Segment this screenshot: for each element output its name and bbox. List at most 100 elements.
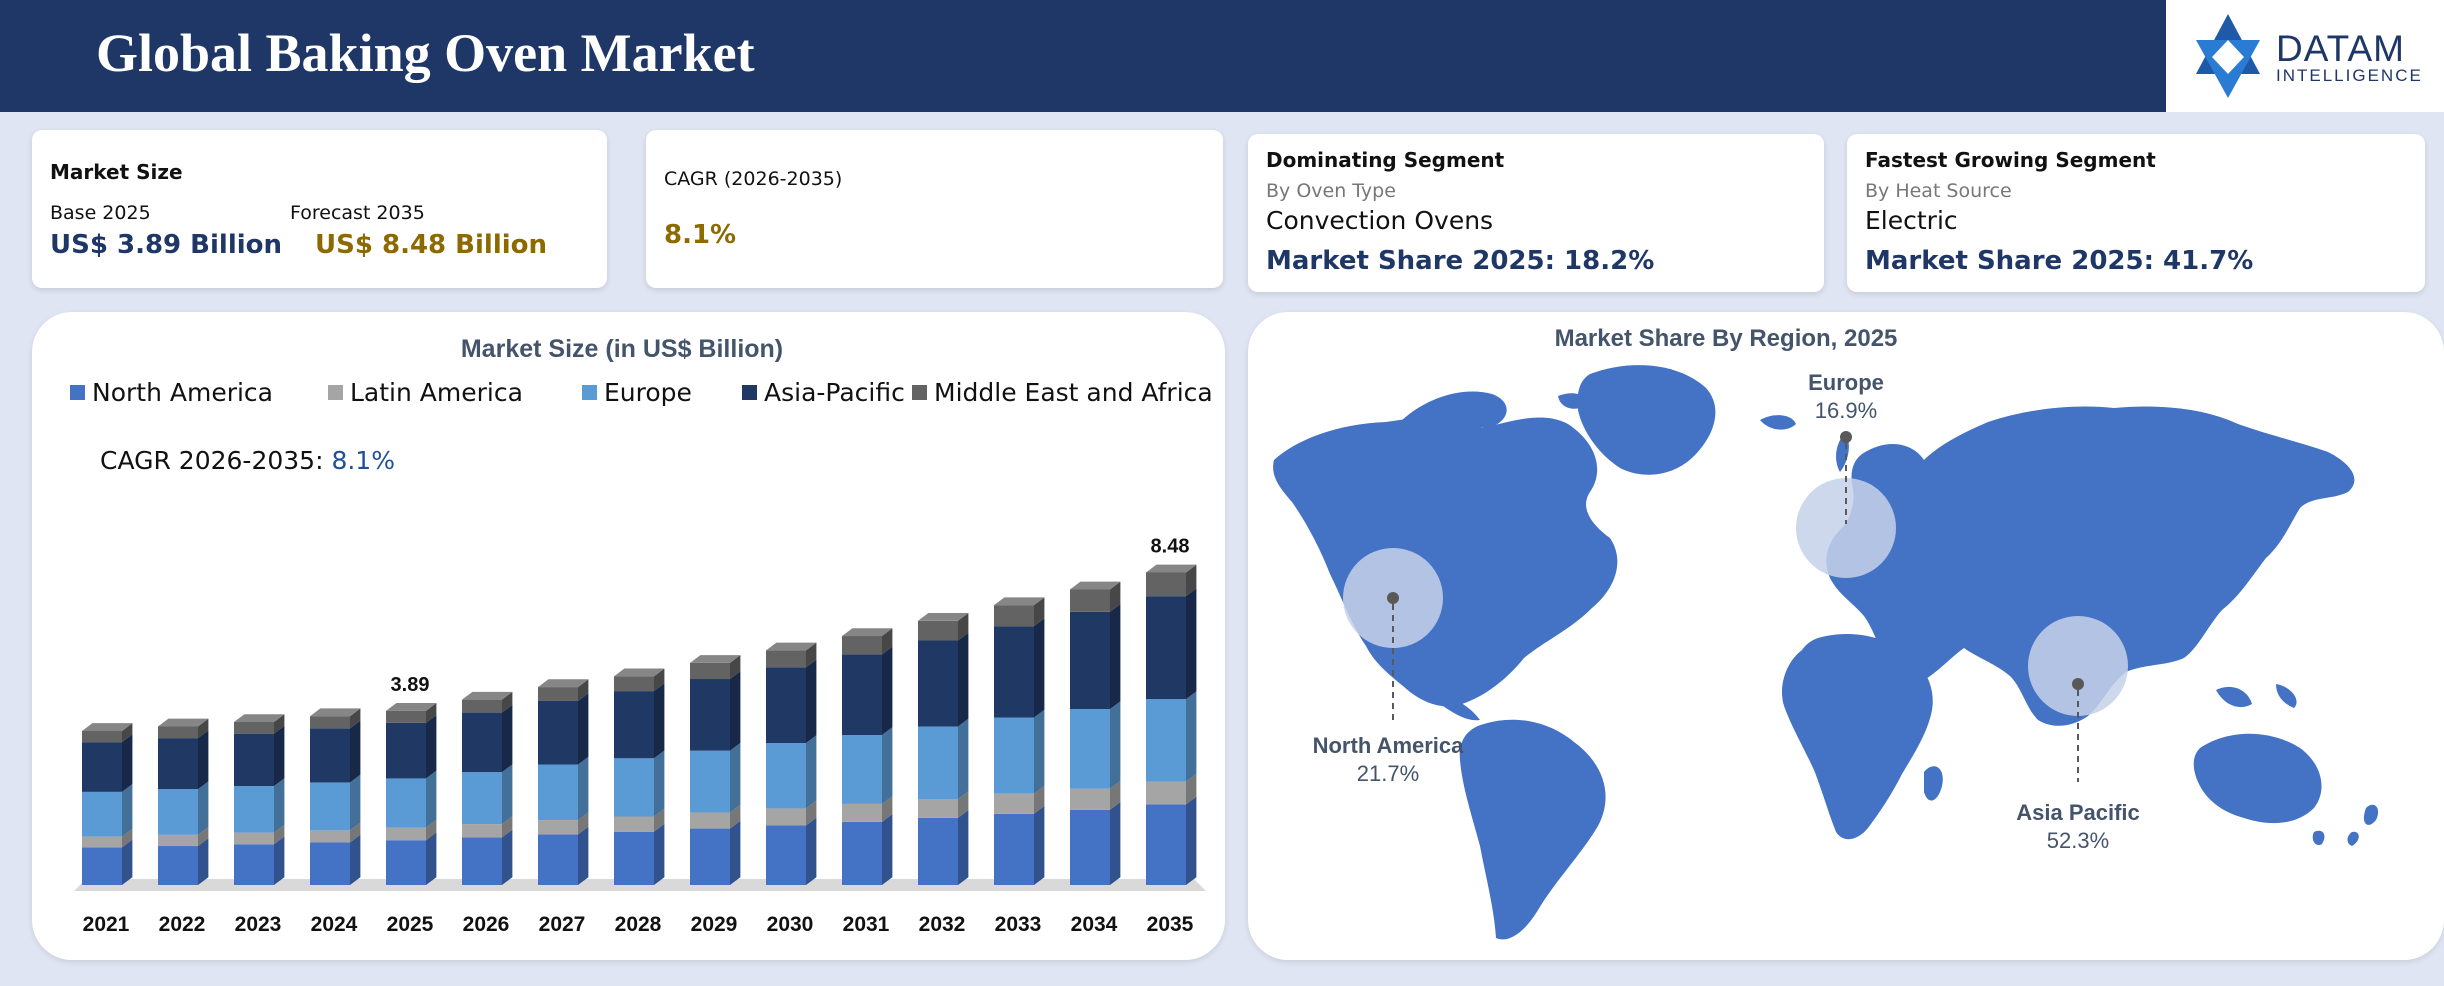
x-tick-label: 2021 — [83, 913, 130, 936]
fastest-label: Fastest Growing Segment — [1865, 148, 2156, 172]
bar-segment-side — [122, 723, 133, 743]
bar-segment — [994, 626, 1034, 718]
legend-item: Middle East and Africa — [912, 378, 1213, 407]
x-tick-label: 2025 — [387, 913, 434, 936]
bar-total-label: 3.89 — [391, 674, 430, 696]
bar-segment — [538, 687, 578, 701]
bar-top — [918, 613, 969, 621]
bar-top — [842, 628, 893, 637]
bar-segment-side — [730, 820, 741, 885]
bar-top — [310, 708, 361, 717]
bar-segment-side — [350, 834, 361, 885]
bar-segment — [690, 828, 730, 885]
bar-segment — [842, 821, 882, 885]
legend-item: North America — [70, 378, 273, 407]
asia-pacific-value: 52.3% — [2047, 828, 2109, 853]
bar-segment-side — [502, 816, 513, 838]
bar-segment — [158, 834, 198, 847]
bar-top — [614, 668, 665, 677]
base-value: US$ 3.89 Billion — [50, 230, 283, 260]
bar-segment-side — [274, 836, 285, 885]
bar-segment — [310, 716, 350, 729]
bar-stack-2032 — [918, 613, 969, 885]
bar-segment-side — [502, 829, 513, 885]
bar-segment — [690, 750, 730, 813]
bar-segment-side — [730, 742, 741, 813]
north-america-label: North America — [1313, 733, 1465, 758]
bar-segment-side — [730, 655, 741, 680]
logo: DATAM INTELLIGENCE — [2166, 0, 2444, 112]
x-tick-label: 2022 — [159, 913, 206, 936]
bar-segment-side — [350, 708, 361, 729]
legend-item: Latin America — [328, 378, 523, 407]
bar-segment — [462, 772, 502, 825]
bar-segment-side — [274, 824, 285, 845]
bar-segment — [158, 726, 198, 739]
x-tick-label: 2035 — [1147, 913, 1194, 936]
x-axis-labels: 2021 2022 2023 2024 2025 2026 2027 2028 2029 2030… — [83, 913, 1194, 936]
bar-segment — [310, 842, 350, 885]
x-tick-label: 2028 — [615, 913, 662, 936]
bar-segment-side — [122, 839, 133, 885]
bar-segment — [766, 808, 806, 826]
bar-segment-side — [578, 826, 589, 885]
bar-segment — [462, 837, 502, 885]
bar-segment-side — [198, 718, 209, 739]
bar-segment-side — [1186, 588, 1197, 700]
bar-segment-side — [198, 827, 209, 847]
legend-label: Europe — [604, 378, 692, 407]
bar-segment — [234, 722, 274, 734]
bar-segment-side — [426, 770, 437, 828]
bar-segment — [1146, 572, 1186, 597]
chart-title: Market Size (in US$ Billion) — [461, 335, 783, 363]
fastest-growing-card: Fastest Growing Segment By Heat Source E… — [1847, 134, 2425, 292]
bar-segment-side — [578, 756, 589, 821]
legend-swatch — [582, 385, 597, 400]
x-tick-label: 2029 — [691, 913, 738, 936]
bar-segment-side — [1034, 785, 1045, 814]
fastest-segment: Electric — [1865, 206, 1958, 235]
bar-stack-2023 — [234, 714, 285, 885]
bar-stack-2024 — [310, 708, 361, 885]
bar-segment-side — [198, 838, 209, 885]
bar-segment — [842, 734, 882, 804]
bar-segment-side — [806, 800, 817, 826]
bar-segment-side — [958, 632, 969, 727]
bar-segment-side — [1186, 796, 1197, 885]
bar-segment — [386, 840, 426, 885]
x-tick-label: 2034 — [1071, 913, 1118, 936]
bar-segment — [386, 827, 426, 841]
bar-top — [766, 642, 817, 651]
bar-segment-side — [1034, 597, 1045, 627]
cagr-annotation-label: CAGR 2026-2035: — [100, 446, 331, 475]
bar-segment-side — [426, 832, 437, 885]
bar-segment — [1070, 589, 1110, 612]
asia-pacific-bubble — [2028, 616, 2128, 716]
bar-segment-side — [958, 810, 969, 885]
bar-segment — [462, 712, 502, 773]
bar-segment — [994, 813, 1034, 885]
region-share-map-panel: Market Share By Region, 2025 North Ameri… — [1248, 312, 2444, 960]
legend-item: Asia-Pacific — [742, 378, 905, 407]
star-logo-icon — [2196, 14, 2260, 98]
bar-top — [690, 655, 741, 663]
bar-segment-side — [958, 791, 969, 818]
bar-segment-side — [730, 671, 741, 751]
x-tick-label: 2030 — [767, 913, 814, 936]
region-share-map: Market Share By Region, 2025 North Ameri… — [1273, 325, 2379, 940]
bar-segment-side — [274, 725, 285, 787]
bar-segment — [82, 742, 122, 792]
bar-segment — [1070, 709, 1110, 789]
bar-segment — [1070, 809, 1110, 885]
bar-segment — [310, 782, 350, 831]
bar-segment — [462, 699, 502, 713]
bar-segment — [234, 733, 274, 787]
bar-segment — [918, 799, 958, 818]
bar-segment-side — [882, 628, 893, 655]
legend-item: Europe — [582, 378, 692, 407]
bar-segment — [994, 605, 1034, 627]
bar-segment-side — [1110, 801, 1121, 885]
legend-swatch — [328, 385, 343, 400]
dominating-by: By Oven Type — [1266, 180, 1396, 202]
bar-stack-2027 — [538, 679, 589, 885]
